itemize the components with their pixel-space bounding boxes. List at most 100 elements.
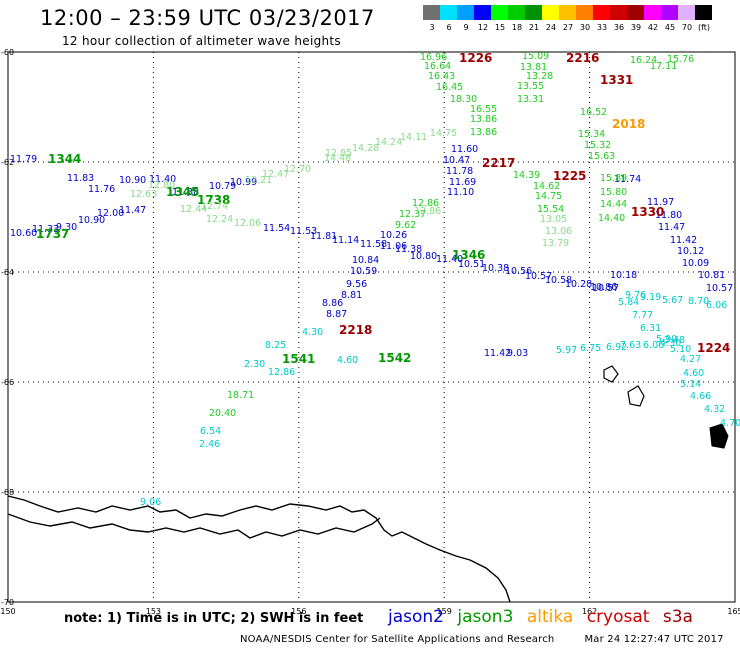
swh-label: 12.06: [234, 218, 261, 229]
legend-jason2: jason2: [388, 607, 444, 627]
swh-label: 9.76: [625, 290, 646, 301]
colorbar-tick: 70: [681, 23, 693, 32]
swh-label: 17.11: [650, 61, 677, 72]
swh-label: 16.64: [424, 61, 451, 72]
swh-label: 11.10: [447, 187, 474, 198]
lat-label: -62: [1, 158, 14, 167]
swh-label: 15.34: [578, 129, 605, 140]
colorbar-swatch: [525, 5, 542, 20]
map-footer: NOAA/NESDIS Center for Satellite Applica…: [240, 634, 724, 645]
swh-label: 16.24: [630, 55, 657, 66]
island-shape: [709, 423, 729, 449]
swh-label: 11.83: [67, 173, 94, 184]
swh-label: 12.70: [284, 164, 311, 175]
swh-label: 16.55: [470, 104, 497, 115]
swh-label: 2.46: [199, 439, 220, 450]
colorbar-tick: 12: [477, 23, 489, 32]
swh-label: 18.30: [450, 94, 477, 105]
swh-label: 10.47: [443, 155, 470, 166]
swh-label: 6.31: [640, 323, 661, 334]
swh-label: 8.86: [322, 298, 343, 309]
pass-time-label: 2216: [566, 51, 599, 65]
colorbar-swatch: [678, 5, 695, 20]
swh-label: 11.42: [484, 348, 511, 359]
pass-time-label: 1737: [36, 227, 69, 241]
pass-time-label: 1226: [459, 51, 492, 65]
swh-label: 11.69: [449, 177, 476, 188]
swh-label: 12.86: [412, 198, 439, 209]
swh-label: 11.97: [647, 197, 674, 208]
map-title: 12:00 – 23:59 UTC 03/23/2017: [40, 6, 375, 30]
colorbar-swatch: [559, 5, 576, 20]
swh-label: 13.06: [545, 226, 572, 237]
lon-label: 156: [291, 607, 306, 616]
swh-label: 18.71: [227, 390, 254, 401]
swh-label: 10.12: [677, 246, 704, 257]
swh-label: 13.55: [517, 81, 544, 92]
pass-time-label: 1542: [378, 351, 411, 365]
swh-label: 15.54: [537, 204, 564, 215]
colorbar-tick: 3: [429, 23, 435, 32]
swh-label: 11.40: [436, 254, 463, 265]
swh-label: 13.86: [470, 127, 497, 138]
swh-label: 11.53: [290, 226, 317, 237]
colorbar-tick: 27: [562, 23, 574, 32]
swh-label: 12.21: [245, 175, 272, 186]
lon-label: 165: [727, 607, 740, 616]
swh-label: 10.58: [545, 275, 572, 286]
swh-label: 15.09: [522, 51, 549, 62]
swh-label: 16.45: [436, 82, 463, 93]
swh-label: 12.80: [148, 180, 175, 191]
pass-time-label: 1541: [282, 352, 315, 366]
swh-label: 8.87: [326, 309, 347, 320]
swh-label: 13.28: [526, 71, 553, 82]
satellite-legend: jason2 jason3 altika cryosat s3a: [388, 607, 701, 627]
swh-label: 5.90: [656, 334, 677, 345]
swh-label: 14.39: [513, 170, 540, 181]
lat-label: -68: [1, 488, 14, 497]
swh-label: 10.57: [592, 283, 619, 294]
colorbar-swatch: [474, 5, 491, 20]
pass-time-label: 1344: [48, 152, 81, 166]
swh-label: 8.81: [341, 290, 362, 301]
island-outline: [603, 365, 619, 383]
swh-label: 11.38: [172, 187, 199, 198]
pass-time-label: 2218: [339, 323, 372, 337]
colorbar-swatch: [661, 5, 678, 20]
pass-time-label: 1738: [197, 193, 230, 207]
swh-label: 13.79: [542, 238, 569, 249]
swh-label: 10.57: [525, 271, 552, 282]
swh-label: 11.81: [310, 231, 337, 242]
lon-label: 159: [437, 607, 452, 616]
swh-label: 9.19: [640, 292, 661, 303]
antarctic-coastline: [7, 513, 381, 539]
swh-label: 11.14: [332, 235, 359, 246]
swh-label: 12.85: [325, 148, 352, 159]
swh-label: 11.47: [119, 205, 146, 216]
swh-label: 14.28: [352, 143, 379, 154]
swh-label: 15.76: [667, 54, 694, 65]
colorbar-swatch: [508, 5, 525, 20]
swh-label: 10.86: [590, 282, 617, 293]
lat-label: -70: [1, 598, 14, 607]
swh-label: 4.66: [690, 391, 711, 402]
swh-label: 5.67: [662, 295, 683, 306]
swh-label: 10.26: [380, 230, 407, 241]
colorbar-swatch: [440, 5, 457, 20]
pass-time-label: 1330: [631, 205, 664, 219]
colorbar-swatch: [576, 5, 593, 20]
colorbar-tick: 9: [463, 23, 469, 32]
pass-time-label: 2217: [482, 156, 515, 170]
colorbar-tick: 24: [545, 23, 557, 32]
swh-label: 14.24: [375, 137, 402, 148]
swh-label: 6.75: [580, 343, 601, 354]
lon-label: 153: [146, 607, 161, 616]
swh-label: 5.10: [670, 344, 691, 355]
swh-label: 4.30: [660, 338, 681, 349]
legend-s3a: s3a: [662, 607, 693, 627]
colorbar-tick: 18: [511, 23, 523, 32]
colorbar-tick: 15: [494, 23, 506, 32]
pass-time-label: 2018: [612, 117, 645, 131]
swh-label: 10.90: [119, 175, 146, 186]
